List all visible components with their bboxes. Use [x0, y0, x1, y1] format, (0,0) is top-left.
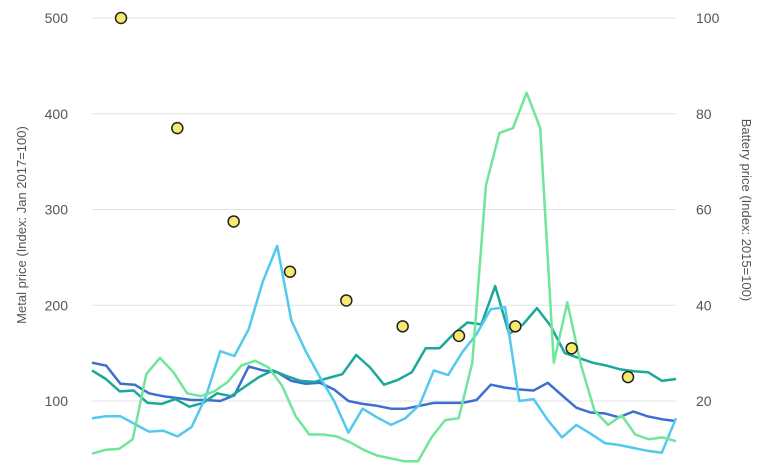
- battery-price-point: [452, 329, 466, 343]
- y-left-ticks: 100 200 300 400 500: [45, 10, 69, 409]
- y-right-ticks: 20 40 60 80 100: [696, 10, 720, 409]
- y-right-tick-label: 40: [696, 297, 712, 313]
- battery-price-point: [171, 121, 184, 135]
- y-left-tick-label: 500: [45, 10, 69, 26]
- y-right-tick-label: 60: [696, 202, 712, 218]
- battery-price-point: [227, 215, 240, 228]
- y-left-title: Metal price (Index: Jan 2017=100): [14, 126, 29, 324]
- gridlines: [92, 17, 676, 402]
- y-left-tick-label: 100: [45, 393, 69, 409]
- series-line-3: [91, 244, 678, 454]
- y-right-tick-label: 20: [696, 393, 712, 409]
- y-left-tick-label: 300: [45, 202, 69, 218]
- battery-price-point: [283, 265, 297, 278]
- battery-price-point: [340, 294, 353, 307]
- y-left-tick-label: 200: [45, 297, 69, 313]
- y-right-tick-label: 100: [696, 10, 720, 26]
- y-left-tick-label: 400: [45, 106, 69, 122]
- battery-price-point: [396, 320, 409, 333]
- battery-price-point: [565, 342, 578, 355]
- y-right-title: Battery price (Index: 2015=100): [739, 119, 754, 301]
- battery-points: [114, 11, 635, 384]
- battery-price-point: [114, 11, 128, 25]
- battery-price-point: [621, 370, 635, 384]
- y-right-tick-label: 80: [696, 106, 712, 122]
- battery-price-point: [509, 320, 522, 333]
- series-line-4: [91, 91, 677, 463]
- series-line-1: [91, 361, 677, 423]
- series-lines: [91, 91, 678, 463]
